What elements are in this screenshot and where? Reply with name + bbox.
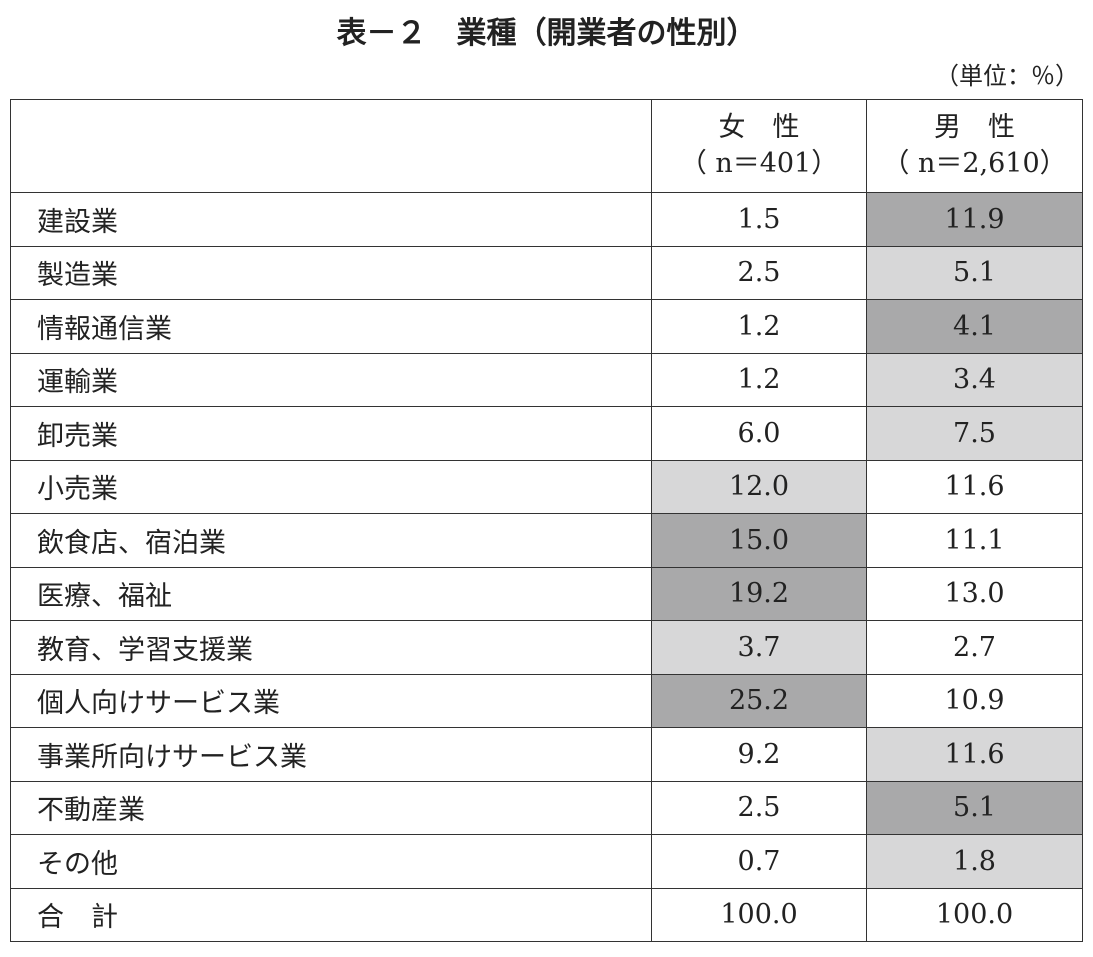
row: 個人向けサービス業 25.2 10.9: [10, 673, 1083, 728]
value-cell: 1.8: [866, 834, 1083, 889]
value-cell: 15.0: [651, 513, 867, 568]
row: 小売業 12.0 11.6: [10, 459, 1083, 514]
value-cell: 10.9: [866, 673, 1083, 728]
row: その他 0.7 1.8: [10, 834, 1083, 889]
row: 建設業 1.5 11.9: [10, 192, 1083, 247]
row: 飲食店、宿泊業 15.0 11.1: [10, 513, 1083, 568]
header-cell: [10, 99, 652, 193]
value-cell: 6.0: [651, 406, 867, 461]
unit-note: （単位：％）: [935, 62, 1079, 90]
row-label: 合 計: [10, 887, 652, 942]
row-label: 情報通信業: [10, 299, 652, 354]
value-cell: 1.2: [651, 299, 867, 354]
row: 医療、福祉 19.2 13.0: [10, 566, 1083, 621]
row: 運輸業 1.2 3.4: [10, 352, 1083, 407]
header-row: 女 性 （ n＝401） 男 性 （ n＝2,610）: [10, 99, 1083, 193]
value-cell: 2.5: [651, 780, 867, 835]
row: 教育、学習支援業 3.7 2.7: [10, 620, 1083, 675]
value-cell: 2.5: [651, 245, 867, 300]
row-label: 建設業: [10, 192, 652, 247]
row: 製造業 2.5 5.1: [10, 245, 1083, 300]
value-cell: 1.5: [651, 192, 867, 247]
value-cell: 7.5: [866, 406, 1083, 461]
value-cell: 12.0: [651, 459, 867, 514]
value-cell: 5.1: [866, 245, 1083, 300]
row-label: 医療、福祉: [10, 566, 652, 621]
value-cell: 11.6: [866, 459, 1083, 514]
row: 情報通信業 1.2 4.1: [10, 299, 1083, 354]
row-label: 製造業: [10, 245, 652, 300]
value-cell: 1.2: [651, 352, 867, 407]
table: 女 性（ n＝401）男 性（ n＝2,610） 建設業 1.5 11.9 製造業 2.…: [10, 99, 1083, 942]
value-cell: 4.1: [866, 299, 1083, 354]
row-label: 個人向けサービス業: [10, 673, 652, 728]
header-cell: 男 性 （ n＝2,610）: [866, 99, 1083, 193]
value-cell: 11.6: [866, 727, 1083, 782]
row: 合 計 100.0 100.0: [10, 887, 1083, 942]
header-cell: 女 性 （ n＝401）: [651, 99, 867, 193]
value-cell: 9.2: [651, 727, 867, 782]
value-cell: 2.7: [866, 620, 1083, 675]
row-label: 教育、学習支援業: [10, 620, 652, 675]
row-label: 卸売業: [10, 406, 652, 461]
row-label: その他: [10, 834, 652, 889]
row-label: 運輸業: [10, 352, 652, 407]
row-label: 不動産業: [10, 780, 652, 835]
value-cell: 25.2: [651, 673, 867, 728]
header-sub: （ n＝2,610）: [882, 148, 1067, 179]
title: 表－２ 業種（開業者の性別）: [336, 16, 757, 51]
row-label: 事業所向けサービス業: [10, 727, 652, 782]
value-cell: 100.0: [651, 887, 867, 942]
value-cell: 0.7: [651, 834, 867, 889]
header-label: 女 性: [718, 112, 800, 143]
value-cell: 11.9: [866, 192, 1083, 247]
row: 事業所向けサービス業 9.2 11.6: [10, 727, 1083, 782]
value-cell: 3.4: [866, 352, 1083, 407]
row: 卸売業 6.0 7.5: [10, 406, 1083, 461]
header-label: 男 性: [934, 112, 1015, 143]
value-cell: 13.0: [866, 566, 1083, 621]
header-sub: （ n＝401）: [679, 148, 839, 179]
value-cell: 11.1: [866, 513, 1083, 568]
row: 不動産業 2.5 5.1: [10, 780, 1083, 835]
value-cell: 100.0: [866, 887, 1083, 942]
value-cell: 5.1: [866, 780, 1083, 835]
table-body: 建設業 1.5 11.9 製造業 2.5 5.1 情報通信業 1.2 4.1 運輸業 1.2 3.4 卸…: [10, 192, 1083, 942]
value-cell: 3.7: [651, 620, 867, 675]
value-cell: 19.2: [651, 566, 867, 621]
row-label: 飲食店、宿泊業: [10, 513, 652, 568]
row-label: 小売業: [10, 459, 652, 514]
